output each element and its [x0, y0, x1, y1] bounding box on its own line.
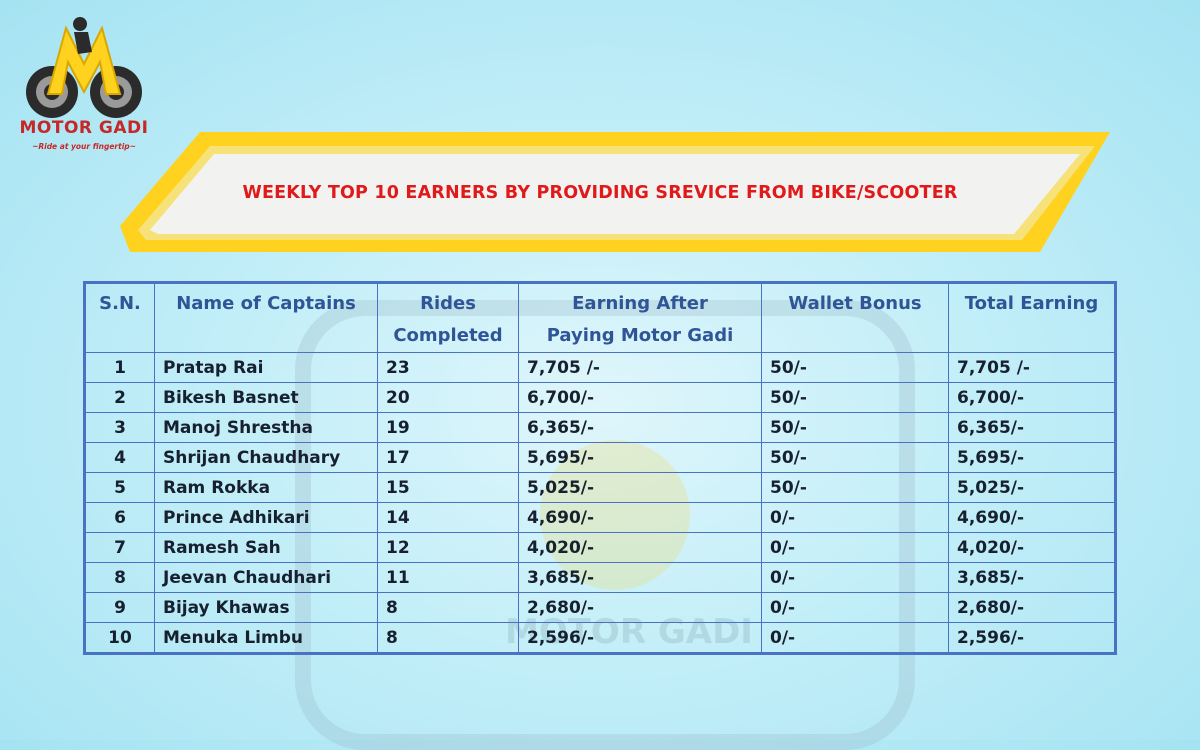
cell-earning: 4,690/- — [518, 502, 762, 533]
cell-earning: 7,705 /- — [518, 352, 762, 383]
header-sn: S.N. — [84, 282, 155, 353]
cell-rides: 12 — [377, 532, 519, 563]
cell-total: 6,365/- — [948, 412, 1116, 443]
cell-earning: 2,680/- — [518, 592, 762, 623]
table-row: 1 Pratap Rai 23 7,705 /- 50/- 7,705 /- — [84, 352, 1116, 383]
table-row: 7 Ramesh Sah 12 4,020/- 0/- 4,020/- — [84, 532, 1116, 563]
cell-sn: 2 — [84, 382, 155, 413]
motorbike-m-icon — [26, 17, 142, 118]
cell-wallet: 50/- — [761, 382, 949, 413]
cell-earning: 3,685/- — [518, 562, 762, 593]
cell-name: Shrijan Chaudhary — [154, 442, 378, 473]
cell-name: Bijay Khawas — [154, 592, 378, 623]
header-name: Name of Captains — [154, 282, 378, 353]
cell-total: 5,695/- — [948, 442, 1116, 473]
table-row: 6 Prince Adhikari 14 4,690/- 0/- 4,690/- — [84, 502, 1116, 533]
header-rides: Rides Completed — [377, 282, 519, 353]
cell-name: Manoj Shrestha — [154, 412, 378, 443]
cell-wallet: 0/- — [761, 532, 949, 563]
header-rides-line2: Completed — [393, 325, 503, 346]
cell-rides: 19 — [377, 412, 519, 443]
cell-total: 2,680/- — [948, 592, 1116, 623]
cell-sn: 4 — [84, 442, 155, 473]
table-row: 2 Bikesh Basnet 20 6,700/- 50/- 6,700/- — [84, 382, 1116, 413]
cell-sn: 5 — [84, 472, 155, 503]
cell-total: 6,700/- — [948, 382, 1116, 413]
brand-name: MOTOR GADI — [19, 118, 149, 138]
cell-total: 4,020/- — [948, 532, 1116, 563]
cell-earning: 2,596/- — [518, 622, 762, 654]
cell-sn: 3 — [84, 412, 155, 443]
cell-earning: 5,025/- — [518, 472, 762, 503]
cell-wallet: 0/- — [761, 562, 949, 593]
cell-total: 3,685/- — [948, 562, 1116, 593]
motor-gadi-logo: MOTOR GADI ~Ride at your fingertip~ — [18, 14, 150, 164]
brand-tagline: ~Ride at your fingertip~ — [32, 142, 136, 151]
cell-wallet: 50/- — [761, 442, 949, 473]
top-earners-table: S.N. Name of Captains Rides Completed Ear… — [83, 281, 1117, 655]
cell-sn: 10 — [84, 622, 155, 654]
cell-name: Bikesh Basnet — [154, 382, 378, 413]
cell-rides: 17 — [377, 442, 519, 473]
cell-total: 4,690/- — [948, 502, 1116, 533]
cell-rides: 20 — [377, 382, 519, 413]
cell-sn: 1 — [84, 352, 155, 383]
cell-name: Pratap Rai — [154, 352, 378, 383]
cell-rides: 11 — [377, 562, 519, 593]
cell-earning: 6,365/- — [518, 412, 762, 443]
cell-wallet: 0/- — [761, 502, 949, 533]
cell-name: Ramesh Sah — [154, 532, 378, 563]
cell-sn: 7 — [84, 532, 155, 563]
cell-wallet: 0/- — [761, 622, 949, 654]
cell-rides: 14 — [377, 502, 519, 533]
table-row: 4 Shrijan Chaudhary 17 5,695/- 50/- 5,695/- — [84, 442, 1116, 473]
cell-earning: 6,700/- — [518, 382, 762, 413]
cell-earning: 5,695/- — [518, 442, 762, 473]
table-row: 9 Bijay Khawas 8 2,680/- 0/- 2,680/- — [84, 592, 1116, 623]
cell-total: 5,025/- — [948, 472, 1116, 503]
cell-name: Ram Rokka — [154, 472, 378, 503]
cell-sn: 8 — [84, 562, 155, 593]
cell-total: 7,705 /- — [948, 352, 1116, 383]
cell-name: Menuka Limbu — [154, 622, 378, 654]
header-rides-line1: Rides — [420, 293, 476, 314]
cell-rides: 15 — [377, 472, 519, 503]
cell-rides: 8 — [377, 622, 519, 654]
header-total: Total Earning — [948, 282, 1116, 353]
cell-wallet: 0/- — [761, 592, 949, 623]
cell-name: Prince Adhikari — [154, 502, 378, 533]
cell-earning: 4,020/- — [518, 532, 762, 563]
cell-sn: 9 — [84, 592, 155, 623]
page-title: WEEKLY TOP 10 EARNERS BY PROVIDING SREVI… — [242, 183, 958, 203]
header-wallet: Wallet Bonus — [761, 282, 949, 353]
table-row: 10 Menuka Limbu 8 2,596/- 0/- 2,596/- — [84, 622, 1116, 654]
header-earning-line2: Paying Motor Gadi — [546, 325, 734, 346]
table-header-row: S.N. Name of Captains Rides Completed Ear… — [84, 282, 1116, 353]
title-banner — [120, 132, 1110, 252]
cell-rides: 23 — [377, 352, 519, 383]
table-row: 3 Manoj Shrestha 19 6,365/- 50/- 6,365/- — [84, 412, 1116, 443]
cell-wallet: 50/- — [761, 412, 949, 443]
cell-rides: 8 — [377, 592, 519, 623]
table-row: 8 Jeevan Chaudhari 11 3,685/- 0/- 3,685/- — [84, 562, 1116, 593]
header-earning: Earning After Paying Motor Gadi — [518, 282, 762, 353]
table-row: 5 Ram Rokka 15 5,025/- 50/- 5,025/- — [84, 472, 1116, 503]
cell-name: Jeevan Chaudhari — [154, 562, 378, 593]
cell-wallet: 50/- — [761, 352, 949, 383]
cell-wallet: 50/- — [761, 472, 949, 503]
cell-sn: 6 — [84, 502, 155, 533]
header-earning-line1: Earning After — [572, 293, 708, 314]
cell-total: 2,596/- — [948, 622, 1116, 654]
